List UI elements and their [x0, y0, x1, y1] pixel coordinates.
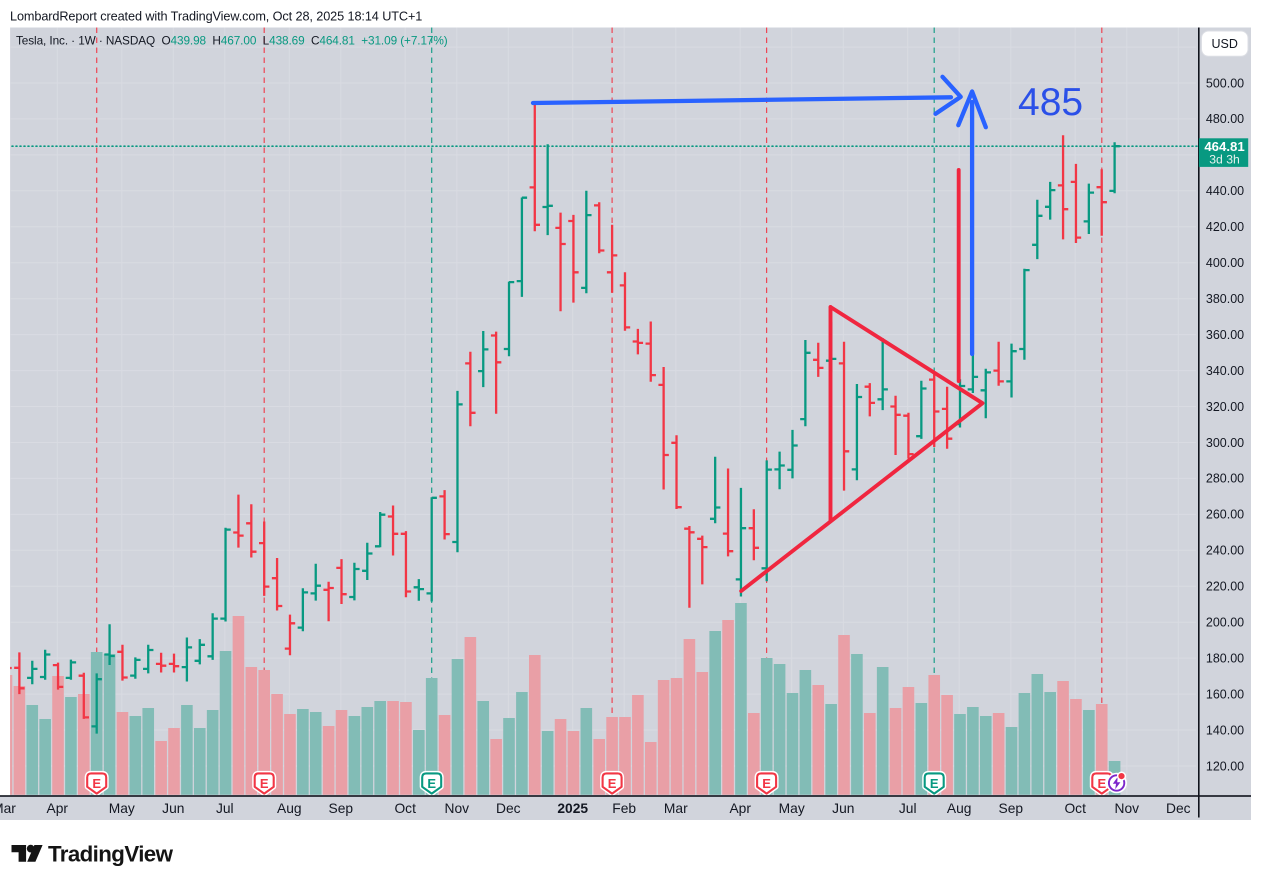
svg-text:200.00: 200.00: [1206, 616, 1244, 630]
svg-text:120.00: 120.00: [1206, 759, 1244, 773]
svg-text:Jun: Jun: [832, 801, 854, 816]
svg-text:180.00: 180.00: [1206, 651, 1244, 665]
svg-text:May: May: [779, 801, 805, 816]
svg-text:Mar: Mar: [0, 801, 16, 816]
svg-text:260.00: 260.00: [1206, 508, 1244, 522]
svg-text:E: E: [762, 776, 771, 791]
svg-text:USD: USD: [1211, 37, 1237, 51]
svg-text:Nov: Nov: [445, 801, 470, 816]
svg-text:Tesla, Inc. · 1W · NASDAQ O43: Tesla, Inc. · 1W · NASDAQ O439.98 H467.0…: [16, 34, 448, 48]
svg-text:Dec: Dec: [1166, 801, 1191, 816]
svg-text:2025: 2025: [557, 801, 588, 816]
svg-text:Nov: Nov: [1115, 801, 1140, 816]
svg-text:Dec: Dec: [496, 801, 521, 816]
svg-text:Mar: Mar: [664, 801, 688, 816]
svg-text:280.00: 280.00: [1206, 472, 1244, 486]
svg-text:500.00: 500.00: [1206, 76, 1244, 90]
svg-text:E: E: [1097, 776, 1106, 791]
svg-text:Jul: Jul: [899, 801, 917, 816]
svg-text:320.00: 320.00: [1206, 400, 1244, 414]
svg-text:Jun: Jun: [162, 801, 184, 816]
svg-text:Oct: Oct: [1064, 801, 1086, 816]
svg-text:Oct: Oct: [394, 801, 416, 816]
svg-text:Feb: Feb: [612, 801, 636, 816]
svg-text:3d 3h: 3d 3h: [1209, 152, 1240, 166]
svg-text:E: E: [930, 776, 939, 791]
svg-text:Aug: Aug: [947, 801, 972, 816]
svg-text:E: E: [92, 776, 101, 791]
svg-text:420.00: 420.00: [1206, 220, 1244, 234]
svg-text:480.00: 480.00: [1206, 112, 1244, 126]
svg-text:400.00: 400.00: [1206, 256, 1244, 270]
svg-text:Apr: Apr: [47, 801, 69, 816]
svg-text:Apr: Apr: [729, 801, 751, 816]
svg-text:E: E: [260, 776, 269, 791]
svg-text:Sep: Sep: [329, 801, 354, 816]
svg-text:485: 485: [1018, 81, 1083, 124]
svg-text:Sep: Sep: [999, 801, 1024, 816]
svg-text:300.00: 300.00: [1206, 436, 1244, 450]
svg-text:380.00: 380.00: [1206, 292, 1244, 306]
svg-text:240.00: 240.00: [1206, 544, 1244, 558]
svg-text:May: May: [109, 801, 135, 816]
svg-text:464.81: 464.81: [1204, 139, 1244, 154]
svg-text:160.00: 160.00: [1206, 687, 1244, 701]
svg-text:340.00: 340.00: [1206, 364, 1244, 378]
svg-text:140.00: 140.00: [1206, 723, 1244, 737]
svg-text:220.00: 220.00: [1206, 580, 1244, 594]
svg-text:440.00: 440.00: [1206, 184, 1244, 198]
svg-text:TradingView: TradingView: [48, 842, 174, 867]
svg-text:E: E: [427, 776, 436, 791]
svg-text:Aug: Aug: [277, 801, 302, 816]
svg-text:360.00: 360.00: [1206, 328, 1244, 342]
svg-text:LombardReport created with Tra: LombardReport created with TradingView.c…: [10, 10, 422, 24]
svg-text:Jul: Jul: [216, 801, 234, 816]
svg-text:E: E: [608, 776, 617, 791]
